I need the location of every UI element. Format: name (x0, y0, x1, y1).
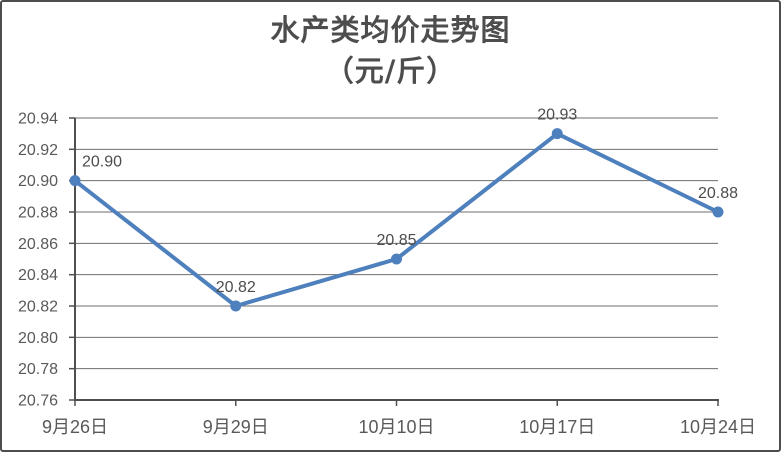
x-axis-label: 9月29日 (203, 417, 269, 437)
data-point-marker (230, 300, 242, 312)
data-label: 20.85 (376, 232, 416, 249)
data-point-marker (391, 253, 402, 265)
x-axis-label: 9月26日 (42, 417, 108, 437)
y-axis-label: 20.92 (18, 142, 58, 159)
y-axis-label: 20.90 (18, 173, 58, 190)
chart-title-block: 水产类均价走势图 （元/斤） (0, 10, 781, 92)
y-axis-label: 20.78 (18, 361, 58, 378)
y-axis-label: 20.76 (18, 393, 58, 410)
y-axis-label: 20.82 (18, 299, 58, 316)
x-axis-label: 10月24日 (680, 417, 756, 437)
data-point-marker (551, 128, 563, 140)
y-axis-label: 20.86 (18, 236, 58, 253)
y-axis-label: 20.84 (18, 267, 58, 284)
data-label: 20.93 (537, 107, 577, 124)
data-label: 20.88 (698, 185, 738, 202)
data-label: 20.90 (82, 154, 122, 171)
price-trend-line (73, 131, 720, 308)
chart-title: 水产类均价走势图 (270, 13, 511, 47)
x-axis-label: 10月17日 (519, 417, 595, 437)
x-axis-label: 10月10日 (358, 417, 434, 437)
y-axis-label: 20.94 (18, 111, 58, 128)
data-point-marker (69, 175, 81, 187)
y-axis-label: 20.88 (18, 205, 58, 222)
chart-subtitle: （元/斤） (324, 54, 457, 88)
data-label: 20.82 (216, 279, 256, 296)
y-axis-label: 20.80 (18, 330, 58, 347)
data-point-marker (712, 206, 724, 218)
